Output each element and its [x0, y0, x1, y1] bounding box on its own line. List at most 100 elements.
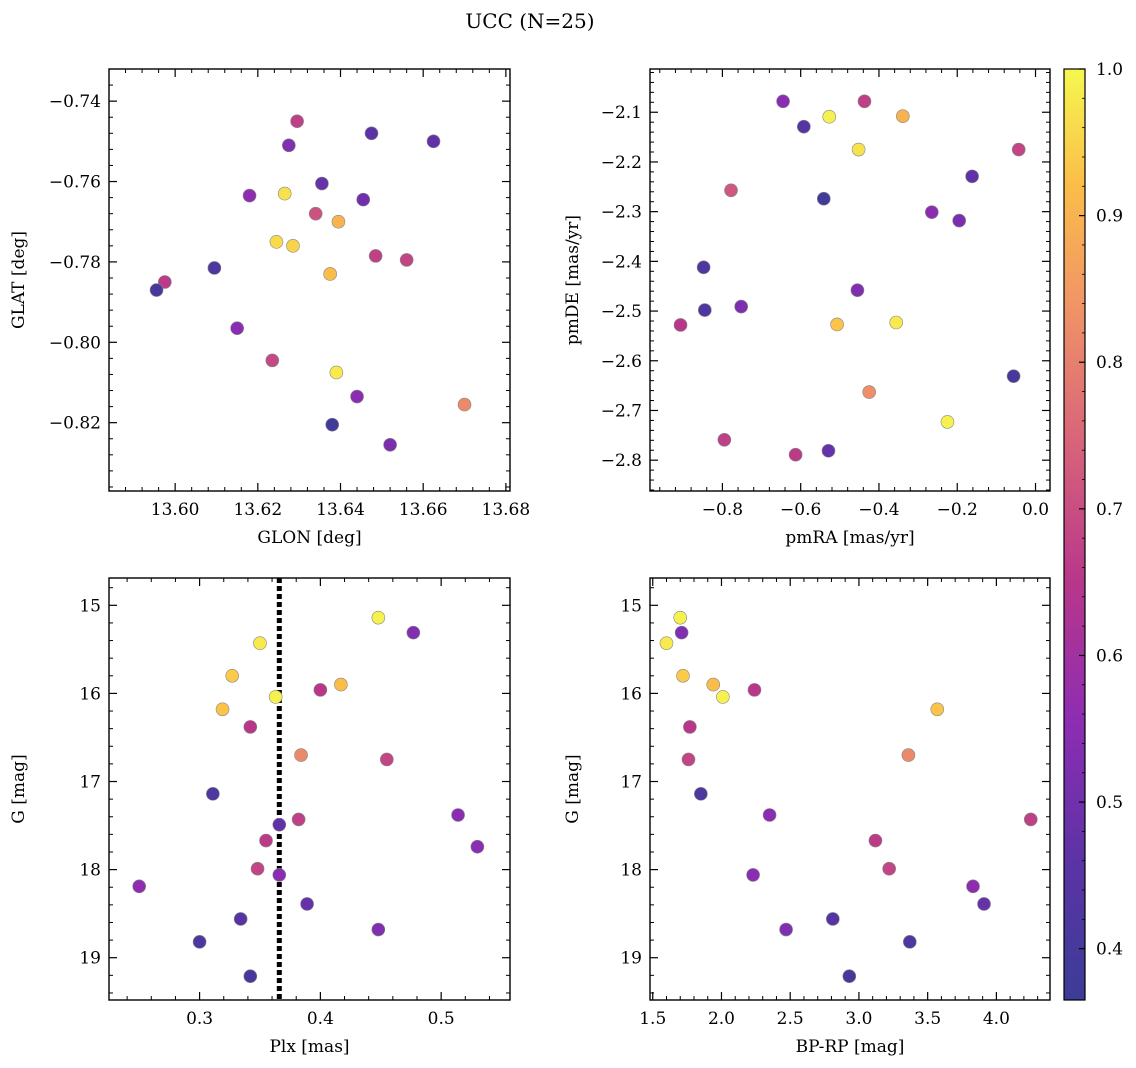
y-tick-label: 17 [620, 773, 642, 793]
scatter-point [734, 299, 748, 314]
scatter-point [1006, 369, 1021, 383]
y-tick-label: −0.74 [49, 92, 101, 112]
scatter-point [882, 861, 896, 876]
scatter-point [242, 188, 257, 203]
colorbar-tick-label: 1.0 [1096, 60, 1123, 80]
scatter-point [694, 787, 708, 801]
colorbar-tick-label: 0.4 [1096, 940, 1123, 960]
scatter-point [681, 752, 696, 767]
scatter-point [364, 126, 379, 141]
x-tick-label: 13.60 [151, 500, 200, 520]
y-axis-label: pmDE [mas/yr] [563, 215, 583, 345]
scatter-point [779, 922, 793, 937]
scatter-point [329, 365, 344, 380]
y-tick-label: −2.6 [601, 352, 642, 372]
scatter-point [683, 720, 697, 734]
y-tick-label: −2.5 [601, 302, 642, 322]
scatter-point [940, 415, 955, 429]
x-tick-label: 13.64 [316, 500, 365, 520]
scatter-point [821, 443, 836, 458]
colorbar-tick-label: 0.6 [1096, 646, 1123, 666]
x-tick-label: 13.66 [399, 500, 448, 520]
y-tick-label: 19 [79, 949, 101, 969]
scatter-point [747, 683, 762, 697]
scatter-point [716, 690, 730, 704]
x-tick-label: 0.3 [186, 1009, 213, 1029]
scatter-point [192, 935, 207, 949]
scatter-point [290, 114, 304, 129]
scatter-point [925, 205, 939, 219]
scatter-point [149, 283, 164, 297]
scatter-point [788, 447, 803, 462]
scatter-point [406, 625, 421, 640]
colorbar: 0.4 0.5 0.6 0.7 0.8 0.9 1.0 [1063, 60, 1123, 1001]
scatter-point [676, 668, 690, 683]
scatter-point [215, 702, 230, 717]
colorbar-tick-label: 0.9 [1096, 207, 1123, 227]
y-tick-label: −0.82 [49, 414, 101, 434]
scatter-point [762, 808, 777, 822]
panel-4: 1.5 2.0 2.5 3.0 3.5 4.0 15 16 17 18 19 BP-RP [mag] G… [563, 577, 1051, 1057]
x-tick-label: 2.0 [708, 1009, 735, 1029]
scatter-point [889, 315, 903, 330]
x-tick-label: 2.5 [777, 1009, 804, 1029]
scatter-point [717, 433, 732, 447]
y-tick-label: 18 [620, 861, 642, 881]
scatter-point [265, 353, 280, 368]
y-tick-label: 17 [79, 773, 101, 793]
scatter-point [673, 610, 688, 625]
x-axis-label: Plx [mas] [269, 1037, 349, 1057]
panel-1: 13.60 13.62 13.64 13.66 13.68 −0.82 −0.80 −0.78… [9, 68, 531, 548]
scatter-point [902, 935, 917, 949]
scatter-point [857, 94, 872, 109]
x-axis-label: BP-RP [mag] [796, 1037, 905, 1057]
scatter-point [300, 897, 314, 911]
scatter-point [399, 253, 414, 267]
y-tick-label: −2.1 [601, 103, 642, 123]
scatter-point [862, 385, 876, 399]
axes-frame [649, 68, 1051, 492]
y-tick-label: 15 [620, 596, 642, 616]
scatter-point [1023, 812, 1038, 827]
scatter-point [250, 861, 265, 876]
scatter-point [842, 969, 857, 984]
scatter-point [850, 283, 865, 297]
y-tick-label: 15 [79, 596, 101, 616]
scatter-point [383, 437, 397, 452]
scatter-point [308, 206, 323, 221]
scatter-point [673, 318, 688, 332]
scatter-point [350, 389, 364, 404]
y-tick-label: −2.7 [601, 401, 642, 421]
x-tick-label: 13.68 [482, 500, 531, 520]
scatter-point [830, 317, 844, 332]
y-tick-label: −0.78 [49, 253, 101, 273]
panel-2: −0.8 −0.6 −0.4 −0.2 0.0 −2.8 −2.7 −2.6 −2.5 −2.4 −… [563, 68, 1051, 548]
scatter-point [371, 610, 386, 625]
scatter-point [325, 417, 340, 432]
scatter-point [282, 138, 296, 153]
scatter-point [706, 677, 721, 692]
x-tick-label: 1.5 [639, 1009, 666, 1029]
scatter-point [797, 119, 811, 134]
scatter-point [724, 183, 738, 198]
y-tick-label: 16 [620, 684, 642, 704]
y-axis-label: G [mag] [563, 754, 583, 823]
x-tick-label: 3.0 [845, 1009, 872, 1029]
scatter-point [294, 748, 308, 762]
scatter-point [233, 912, 248, 926]
scatter-point [451, 808, 465, 822]
scatter-point [334, 677, 348, 692]
scatter-point [901, 748, 916, 762]
scatter-point [965, 169, 979, 184]
scatter-point [952, 213, 966, 228]
scatter-point [826, 912, 840, 926]
scatter-point [1011, 142, 1026, 157]
scatter-point [277, 186, 292, 201]
y-tick-label: −0.80 [49, 333, 101, 353]
axes-frame [649, 577, 1051, 1001]
scatter-point [457, 397, 472, 412]
x-tick-label: 0.4 [307, 1009, 334, 1029]
scatter-point [966, 879, 980, 894]
scatter-point [868, 833, 883, 848]
